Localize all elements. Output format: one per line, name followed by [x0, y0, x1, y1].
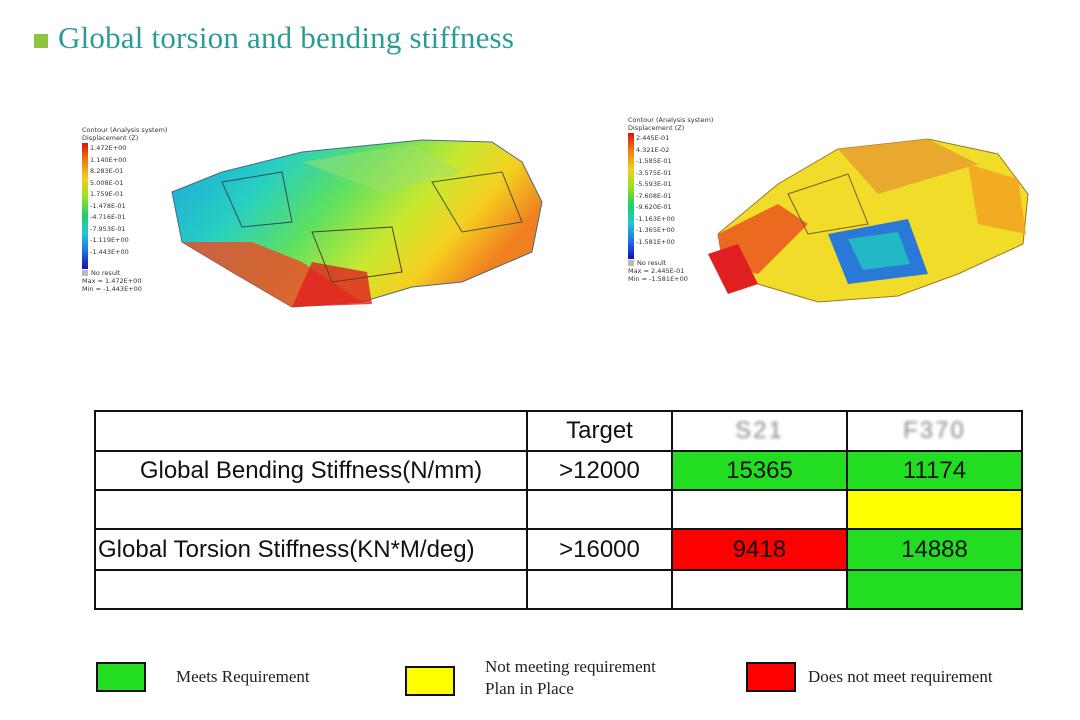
- max-label: Max = 1.472E+00: [82, 277, 142, 285]
- header-variant-b: F370: [846, 410, 1023, 452]
- row-label: Global Torsion Stiffness(KN*M/deg): [94, 528, 528, 571]
- scale-label: 1.140E+00: [90, 155, 127, 164]
- scale-label: -1.443E+00: [90, 247, 129, 256]
- slide-header: Global torsion and bending stiffness: [34, 20, 514, 56]
- row-label: [94, 489, 528, 530]
- table-row: [94, 569, 1023, 610]
- scale-label: 2.445E-01: [636, 134, 670, 142]
- scale-label: -1.119E+00: [90, 236, 129, 244]
- variant-a-cell: [671, 489, 848, 530]
- contour-legend-right: Contour (Analysis system) Displacement (…: [628, 116, 713, 283]
- legend-subtitle: Displacement (Z): [628, 124, 685, 132]
- bullet-square-icon: [34, 34, 48, 48]
- header-blank-cell: [94, 410, 528, 452]
- scale-label: -5.593E-01: [636, 180, 672, 188]
- torsion-contour-figure: Contour (Analysis system) Displacement (…: [628, 116, 1038, 321]
- variant-a-cell: 15365: [671, 450, 848, 491]
- legend-title: Contour (Analysis system): [628, 116, 714, 124]
- header-target: Target: [526, 410, 673, 452]
- table-row: [94, 489, 1023, 530]
- scale-label: -4.716E-01: [90, 213, 126, 221]
- scale-label: 1.759E-01: [90, 190, 124, 198]
- stiffness-results-table: Target S21 F370 Global Bending Stiffness…: [94, 410, 1023, 610]
- table-row: Global Torsion Stiffness(KN*M/deg) >1600…: [94, 528, 1023, 571]
- key-meets-label: Meets Requirement: [176, 667, 310, 686]
- key-fails: Does not meet requirement: [746, 662, 993, 692]
- green-swatch: [96, 662, 146, 692]
- red-swatch: [746, 662, 796, 692]
- yellow-swatch: [405, 666, 455, 696]
- scale-label: -1.478E-01: [90, 201, 126, 210]
- target-cell: [526, 569, 673, 610]
- target-cell: [526, 489, 673, 530]
- key-plan: Not meeting requirement Plan in Place: [405, 657, 656, 700]
- key-plan-label-1: Not meeting requirement: [485, 657, 656, 676]
- scale-label: -9.620E-01: [636, 203, 672, 211]
- color-scale-bar: [82, 143, 88, 269]
- slide-title: Global torsion and bending stiffness: [58, 20, 515, 55]
- scale-label: -7.608E-01: [636, 191, 672, 200]
- target-cell: >12000: [526, 450, 673, 491]
- scale-label: 1.472E+00: [90, 144, 127, 152]
- variant-b-cell: 14888: [846, 528, 1023, 571]
- header-variant-a: S21: [671, 410, 848, 452]
- scale-label: -1.585E-01: [636, 157, 672, 165]
- scale-label: -7.953E-01: [90, 224, 126, 233]
- scale-label: -1.163E+00: [636, 214, 675, 223]
- min-label: Min = -1.581E+00: [628, 275, 688, 283]
- row-label: Global Bending Stiffness(N/mm): [94, 450, 528, 491]
- scale-label: 4.321E-02: [636, 145, 670, 154]
- variant-b-cell: 11174: [846, 450, 1023, 491]
- table-row: Global Bending Stiffness(N/mm) >12000 15…: [94, 450, 1023, 491]
- max-label: Max = 2.445E-01: [628, 267, 685, 275]
- bending-contour-figure: Contour (Analysis system) Displacement (…: [82, 126, 552, 326]
- scale-label: -1.365E+00: [636, 226, 675, 234]
- variant-a-cell: [671, 569, 848, 610]
- table-header-row: Target S21 F370: [94, 410, 1023, 452]
- target-cell: >16000: [526, 528, 673, 571]
- legend-subtitle: Displacement (Z): [82, 134, 139, 142]
- min-label: Min = -1.443E+00: [82, 285, 142, 293]
- scale-label: -1.581E+00: [636, 237, 675, 246]
- car-body-model-right: [708, 138, 1029, 303]
- scale-label: -3.575E-01: [636, 168, 672, 177]
- car-body-model-left: [171, 139, 543, 308]
- no-result-label: No result: [82, 269, 167, 277]
- scale-label: 8.283E-01: [90, 167, 124, 175]
- scale-label: 5.008E-01: [90, 178, 124, 187]
- variant-b-cell: [846, 569, 1023, 610]
- key-fails-label: Does not meet requirement: [808, 667, 993, 686]
- contour-legend-left: Contour (Analysis system) Displacement (…: [82, 126, 167, 293]
- row-label: [94, 569, 528, 610]
- key-plan-label-2: Plan in Place: [485, 679, 574, 698]
- color-scale-bar: [628, 133, 634, 259]
- legend-title: Contour (Analysis system): [82, 126, 168, 134]
- no-result-label: No result: [628, 259, 713, 267]
- variant-b-cell: [846, 489, 1023, 530]
- variant-a-cell: 9418: [671, 528, 848, 571]
- key-meets: Meets Requirement: [96, 662, 310, 692]
